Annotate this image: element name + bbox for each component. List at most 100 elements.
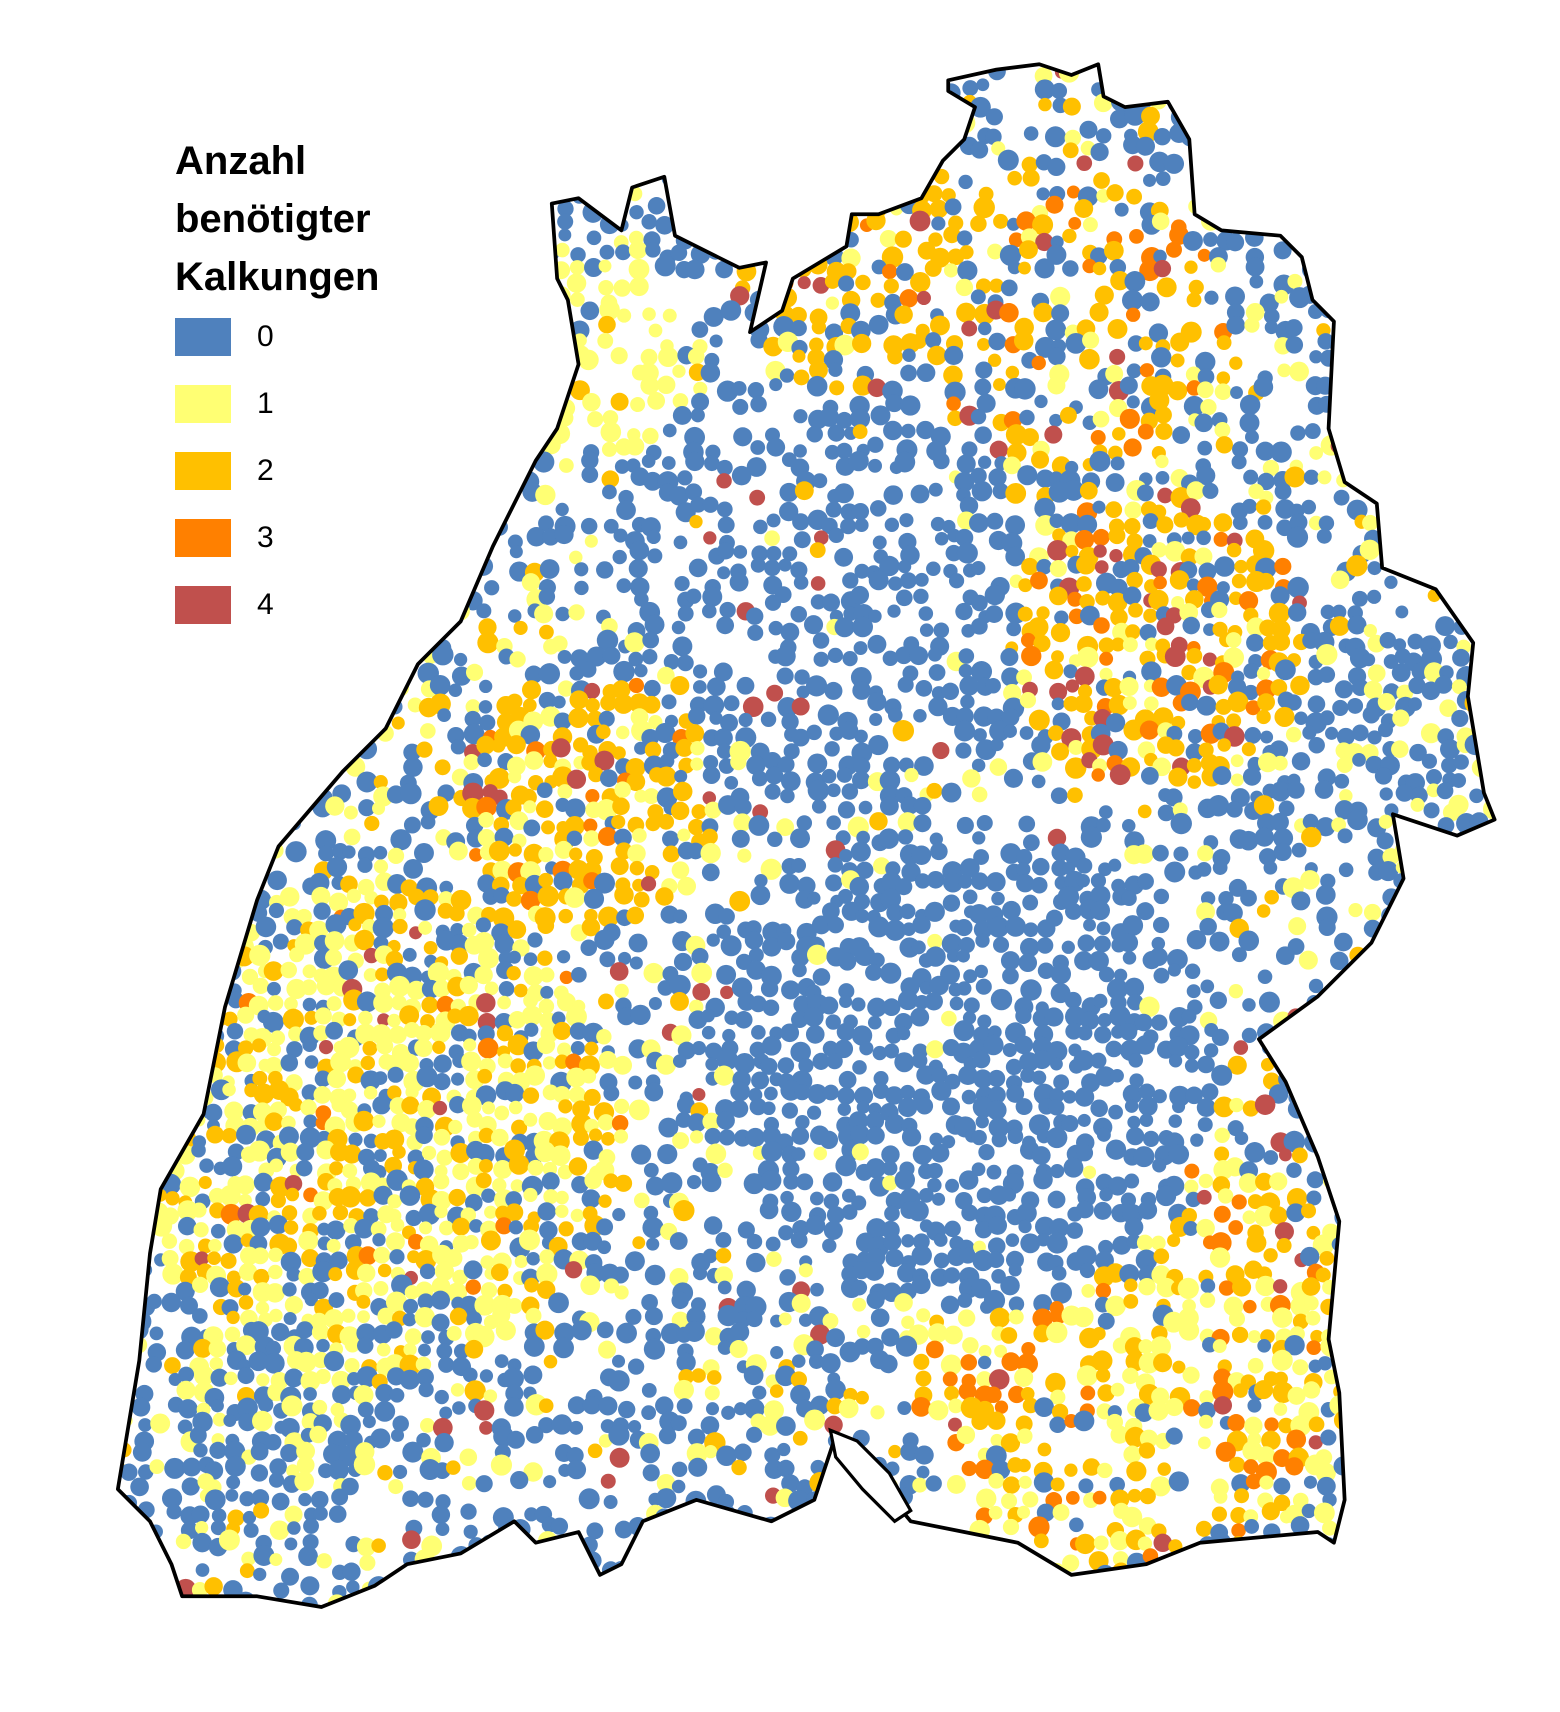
map-cell-class-2 [670, 992, 689, 1011]
map-cell-class-1 [523, 993, 538, 1009]
map-cell-class-0 [268, 902, 285, 919]
map-cell-class-0 [746, 457, 767, 477]
map-cell-class-0 [404, 64, 424, 84]
map-cell-class-0 [1095, 1066, 1116, 1087]
map-cell-class-2 [1126, 188, 1143, 205]
map-cell-class-1 [343, 828, 361, 846]
map-cell-class-0 [1098, 805, 1113, 819]
map-cell-class-0 [987, 1251, 1005, 1269]
map-cell-class-0 [478, 95, 497, 114]
map-cell-class-0 [781, 713, 799, 731]
map-cell-class-0 [1209, 931, 1230, 952]
map-cell-class-0 [824, 444, 840, 460]
map-cell-class-0 [1061, 940, 1075, 954]
map-cell-class-0 [117, 1200, 135, 1222]
map-cell-class-0 [459, 426, 480, 447]
map-cell-class-0 [580, 661, 597, 678]
map-cell-class-0 [1408, 1324, 1427, 1344]
map-cell-class-1 [1019, 691, 1037, 709]
map-cell-class-1 [387, 847, 405, 865]
map-cell-class-2 [1453, 905, 1469, 921]
map-cell-class-0 [1126, 1127, 1145, 1146]
map-cell-class-1 [415, 1024, 433, 1042]
map-cell-class-0 [1481, 486, 1495, 503]
map-cell-class-0 [1302, 813, 1319, 830]
map-cell-class-0 [1093, 1201, 1112, 1220]
map-cell-class-0 [1228, 878, 1247, 897]
map-cell-class-0 [419, 1263, 436, 1280]
map-cell-class-0 [1395, 605, 1409, 619]
map-cell-class-0 [747, 382, 765, 399]
map-cell-class-0 [1273, 241, 1292, 260]
map-cell-class-1 [856, 1324, 871, 1339]
map-cell-class-3 [1020, 632, 1036, 648]
map-cell-class-2 [206, 1125, 224, 1144]
map-cell-class-1 [1244, 317, 1260, 333]
map-cell-class-0 [660, 67, 681, 87]
map-cell-class-1 [165, 1073, 181, 1089]
map-cell-class-1 [1050, 286, 1071, 307]
map-cell-class-2 [689, 514, 703, 529]
map-cell-class-3 [1231, 1194, 1247, 1210]
map-cell-class-0 [958, 936, 975, 954]
map-cell-class-0 [987, 916, 1010, 938]
map-cell-class-0 [961, 1204, 978, 1222]
map-cell-class-0 [119, 513, 133, 527]
map-cell-class-1 [1032, 752, 1053, 772]
map-cell-class-2 [643, 122, 660, 139]
map-cell-class-0 [791, 1010, 809, 1029]
map-cell-class-1 [1145, 637, 1159, 651]
map-cell-class-2 [804, 183, 824, 202]
map-cell-class-2 [134, 798, 150, 815]
map-cell-class-0 [822, 188, 840, 206]
map-cell-class-1 [570, 1208, 584, 1223]
map-cell-class-0 [1262, 125, 1277, 140]
map-cell-class-0 [1046, 1232, 1068, 1254]
map-cell-class-0 [117, 1057, 132, 1072]
map-cell-class-0 [1064, 991, 1082, 1009]
map-cell-class-0 [821, 768, 837, 784]
map-cell-class-1 [373, 859, 389, 874]
map-cell-class-3 [946, 396, 961, 411]
map-cell-class-0 [570, 247, 586, 263]
map-cell-class-2 [1215, 436, 1233, 454]
map-cell-class-1 [1186, 481, 1206, 500]
map-cell-class-0 [1098, 966, 1115, 983]
map-cell-class-0 [413, 1159, 434, 1180]
map-cell-class-0 [1275, 946, 1295, 965]
map-cell-class-0 [1332, 125, 1347, 140]
map-cell-class-0 [117, 1098, 123, 1113]
map-cell-class-1 [841, 248, 861, 268]
map-cell-class-2 [288, 1097, 303, 1112]
map-cell-class-0 [1292, 122, 1310, 140]
map-cell-class-2 [1264, 889, 1279, 905]
map-cell-class-2 [1137, 804, 1152, 819]
map-cell-class-2 [282, 1008, 304, 1030]
map-cell-class-0 [970, 408, 987, 425]
map-cell-class-0 [190, 112, 211, 133]
map-cell-class-1 [629, 276, 649, 297]
map-cell-class-0 [211, 98, 226, 113]
map-cell-class-0 [963, 997, 980, 1014]
map-cell-class-0 [128, 922, 150, 944]
map-cell-class-2 [761, 219, 779, 237]
map-cell-class-0 [707, 677, 726, 697]
map-cell-class-0 [914, 572, 929, 587]
map-cell-class-0 [1469, 468, 1489, 488]
map-cell-class-2 [855, 112, 876, 133]
map-cell-class-0 [895, 878, 913, 896]
map-cell-class-0 [118, 230, 134, 246]
map-cell-class-0 [282, 786, 303, 806]
map-cell-class-0 [151, 186, 172, 206]
map-cell-class-0 [702, 603, 717, 619]
map-cell-class-0 [1315, 1040, 1331, 1057]
map-cell-class-0 [718, 908, 735, 925]
map-cell-class-2 [943, 226, 961, 244]
map-cell-class-0 [379, 264, 394, 279]
map-cell-class-3 [1095, 1282, 1112, 1299]
map-cell-class-0 [310, 770, 328, 788]
map-cell-class-3 [583, 818, 598, 833]
map-cell-class-0 [1048, 1099, 1065, 1116]
map-cell-class-0 [180, 1096, 198, 1114]
map-cell-class-1 [1138, 1278, 1156, 1296]
